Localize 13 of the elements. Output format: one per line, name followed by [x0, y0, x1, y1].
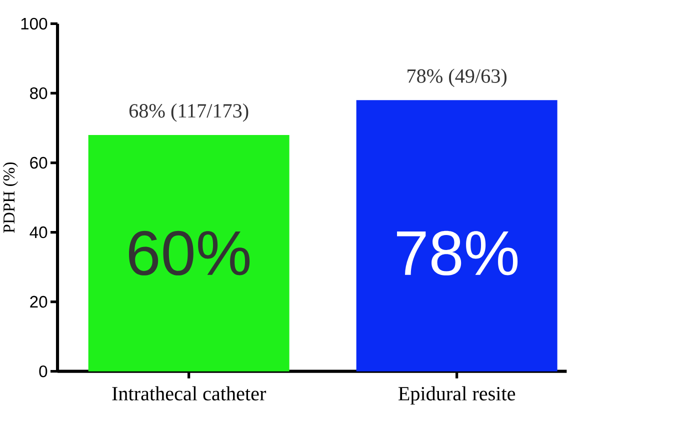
y-tick-label: 40	[30, 226, 48, 238]
y-axis-title: PDPH (%)	[2, 162, 18, 234]
y-tick-label: 60	[30, 157, 48, 169]
data-label: 68% (117/173)	[129, 104, 248, 122]
data-label: 78% (49/63)	[408, 68, 506, 88]
x-tick-label: Intrathecal catheter	[112, 386, 266, 401]
y-tick-label: 0	[39, 366, 48, 378]
y-tick-label: 80	[30, 88, 48, 100]
y-tick-label: 100	[21, 18, 48, 30]
y-tick-label: 20	[30, 296, 48, 308]
annotation: 78%	[397, 231, 518, 276]
annotation: 60%	[129, 231, 250, 276]
x-tick-label: Epidural resite	[398, 386, 516, 405]
